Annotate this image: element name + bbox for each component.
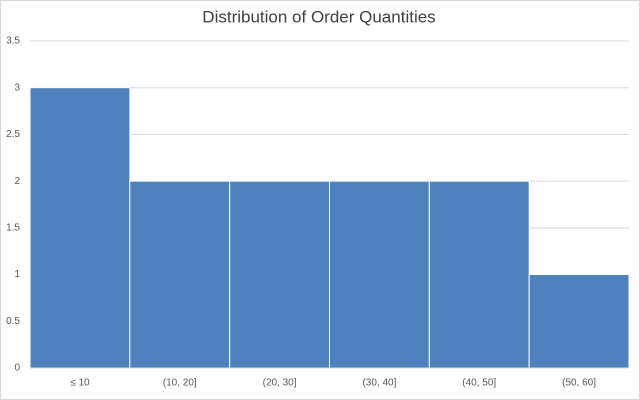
bar	[29, 87, 131, 369]
bar	[229, 180, 331, 369]
x-tick-label: (10, 20]	[163, 378, 197, 389]
x-tick-label: (20, 30]	[263, 378, 297, 389]
x-tick-label: ≤ 10	[70, 378, 90, 389]
y-tick-label: 3	[14, 82, 20, 93]
bar	[329, 180, 430, 369]
y-tick-label: 0.5	[6, 316, 20, 327]
bar	[528, 274, 630, 369]
y-tick-label: 2.5	[6, 129, 20, 140]
y-tick-label: 3.5	[6, 36, 20, 47]
bar	[428, 180, 530, 369]
bar	[129, 180, 231, 369]
chart-title: Distribution of Order Quantities	[202, 7, 435, 26]
y-tick-label: 2	[14, 176, 20, 187]
y-tick-label: 0	[14, 363, 20, 374]
x-tick-label: (30, 40]	[362, 378, 396, 389]
x-tick-label: (40, 50]	[462, 378, 496, 389]
y-tick-label: 1	[14, 269, 20, 280]
y-tick-label: 1.5	[6, 222, 20, 233]
x-tick-label: (50, 60]	[562, 378, 596, 389]
